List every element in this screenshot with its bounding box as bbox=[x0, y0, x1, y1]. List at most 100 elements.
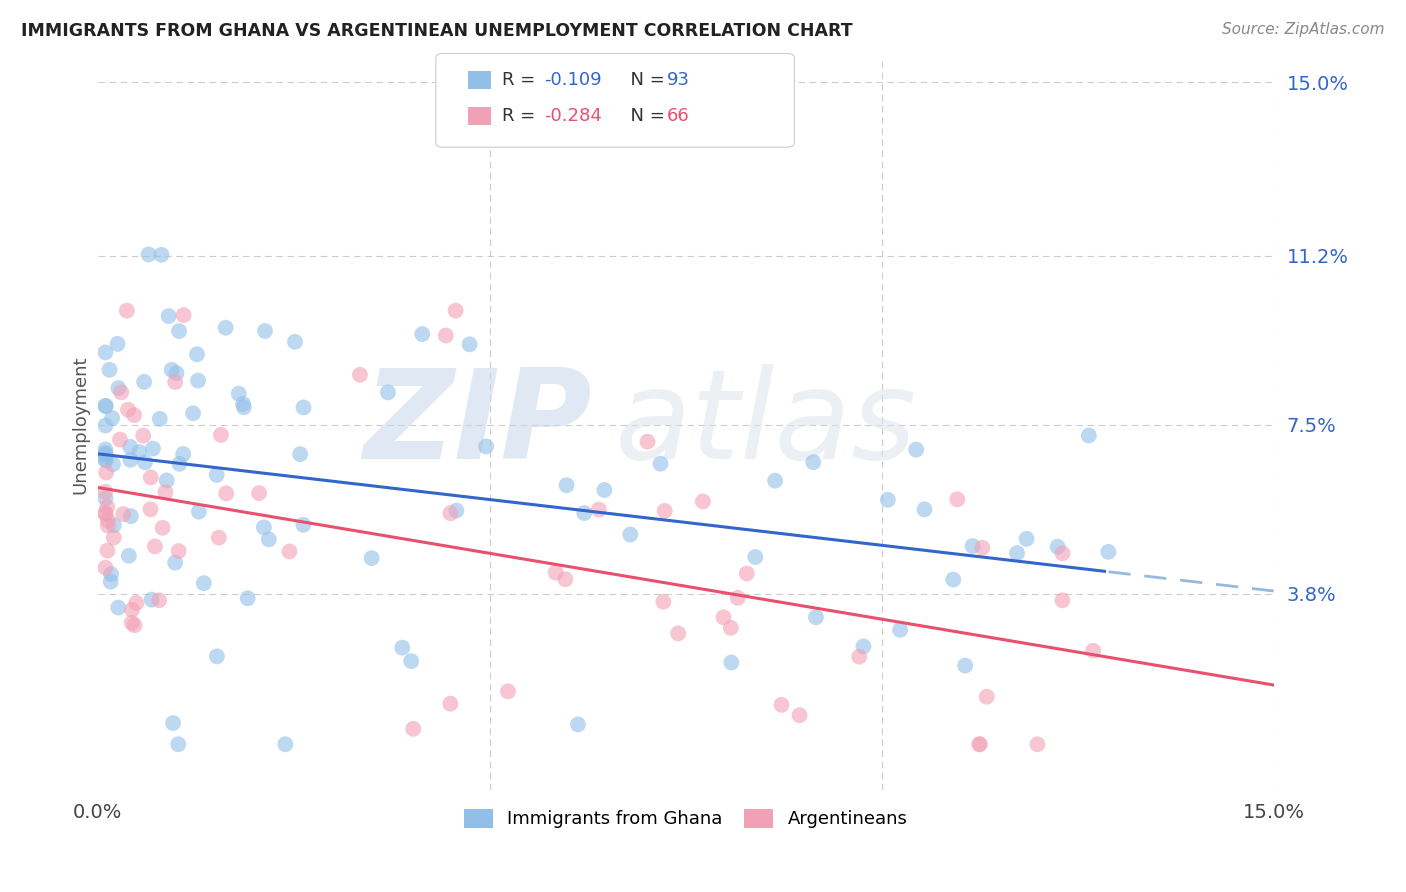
Point bbox=[735, 566, 758, 581]
Point bbox=[666, 626, 689, 640]
Point bbox=[96, 543, 118, 558]
Point bbox=[727, 591, 749, 605]
Point bbox=[278, 544, 301, 558]
Point bbox=[162, 716, 184, 731]
Point bbox=[187, 505, 209, 519]
Point bbox=[94, 506, 117, 520]
Point bbox=[288, 447, 311, 461]
Point bbox=[110, 385, 132, 400]
Point bbox=[181, 406, 204, 420]
Point bbox=[439, 506, 461, 520]
Text: 93: 93 bbox=[666, 71, 689, 89]
Point bbox=[193, 576, 215, 591]
Point bbox=[107, 336, 129, 351]
Point bbox=[94, 446, 117, 460]
Point bbox=[962, 539, 984, 553]
Point bbox=[167, 737, 190, 751]
Point bbox=[125, 596, 148, 610]
Point bbox=[149, 412, 172, 426]
Point bbox=[101, 457, 124, 471]
Point bbox=[848, 649, 870, 664]
Point bbox=[132, 428, 155, 442]
Point bbox=[96, 500, 118, 514]
Point bbox=[107, 600, 129, 615]
Point bbox=[254, 324, 277, 338]
Point bbox=[650, 457, 672, 471]
Point bbox=[1046, 540, 1069, 554]
Point bbox=[953, 658, 976, 673]
Point bbox=[544, 566, 567, 580]
Point bbox=[94, 345, 117, 359]
Point bbox=[652, 595, 675, 609]
Point bbox=[763, 474, 786, 488]
Point bbox=[1052, 593, 1074, 607]
Point bbox=[98, 363, 121, 377]
Point bbox=[141, 592, 163, 607]
Point bbox=[969, 737, 991, 751]
Point bbox=[169, 457, 191, 471]
Point bbox=[1015, 532, 1038, 546]
Legend: Immigrants from Ghana, Argentineans: Immigrants from Ghana, Argentineans bbox=[457, 802, 915, 836]
Point bbox=[139, 502, 162, 516]
Point bbox=[205, 467, 228, 482]
Point bbox=[496, 684, 519, 698]
Point bbox=[94, 399, 117, 413]
Point bbox=[155, 485, 177, 500]
Text: atlas: atlas bbox=[614, 364, 917, 485]
Point bbox=[253, 520, 276, 534]
Point bbox=[120, 452, 142, 467]
Point bbox=[905, 442, 928, 457]
Point bbox=[692, 494, 714, 508]
Point bbox=[172, 447, 194, 461]
Point bbox=[94, 448, 117, 462]
Point bbox=[160, 363, 183, 377]
Point bbox=[637, 434, 659, 449]
Point bbox=[97, 518, 120, 533]
Point bbox=[801, 455, 824, 469]
Point bbox=[122, 408, 145, 422]
Point bbox=[152, 521, 174, 535]
Point bbox=[232, 401, 254, 415]
Point bbox=[101, 411, 124, 425]
Point bbox=[292, 517, 315, 532]
Text: ZIP: ZIP bbox=[363, 364, 592, 485]
Point bbox=[142, 442, 165, 456]
Point bbox=[115, 303, 138, 318]
Point bbox=[94, 491, 117, 506]
Text: R =: R = bbox=[502, 107, 541, 125]
Point bbox=[100, 567, 122, 582]
Text: IMMIGRANTS FROM GHANA VS ARGENTINEAN UNEMPLOYMENT CORRELATION CHART: IMMIGRANTS FROM GHANA VS ARGENTINEAN UNE… bbox=[21, 22, 852, 40]
Point bbox=[120, 440, 142, 454]
Point bbox=[1077, 428, 1099, 442]
Point bbox=[458, 337, 481, 351]
Point bbox=[804, 610, 827, 624]
Point bbox=[165, 375, 187, 389]
Point bbox=[94, 442, 117, 457]
Point bbox=[121, 603, 143, 617]
Point bbox=[593, 483, 616, 497]
Point bbox=[236, 591, 259, 606]
Point bbox=[94, 453, 117, 467]
Point bbox=[444, 303, 467, 318]
Text: 66: 66 bbox=[666, 107, 689, 125]
Point bbox=[108, 433, 131, 447]
Point bbox=[852, 640, 875, 654]
Point bbox=[969, 737, 991, 751]
Point bbox=[555, 478, 578, 492]
Point bbox=[186, 347, 208, 361]
Point bbox=[150, 248, 173, 262]
Point bbox=[205, 649, 228, 664]
Point bbox=[411, 327, 433, 342]
Point bbox=[120, 509, 142, 524]
Point bbox=[360, 551, 382, 566]
Point bbox=[619, 527, 641, 541]
Point bbox=[914, 502, 936, 516]
Point bbox=[399, 654, 422, 668]
Point bbox=[889, 623, 911, 637]
Point bbox=[124, 618, 146, 632]
Point bbox=[157, 309, 180, 323]
Point bbox=[720, 656, 742, 670]
Point bbox=[876, 492, 898, 507]
Point bbox=[139, 470, 162, 484]
Point bbox=[134, 455, 156, 469]
